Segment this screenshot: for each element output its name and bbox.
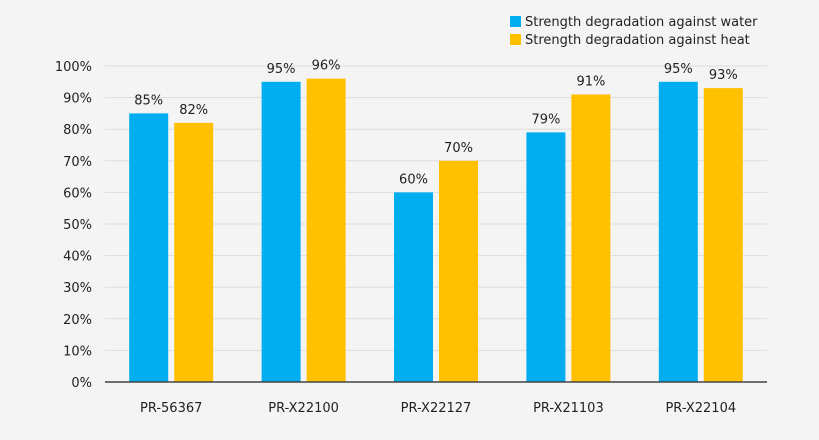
bar xyxy=(571,94,611,382)
y-tick-label: 10% xyxy=(63,344,92,359)
x-tick-label: PR-X21103 xyxy=(533,401,604,416)
y-tick-label: 0% xyxy=(71,376,92,391)
bar xyxy=(703,88,743,383)
value-label: 82% xyxy=(179,103,208,118)
value-label: 70% xyxy=(444,141,473,156)
y-axis: 0% 10% 20% 30% 40% 50% 60% 70% 80% 90% 100% xyxy=(55,60,92,391)
y-tick-label: 60% xyxy=(63,186,92,201)
bar xyxy=(261,81,301,383)
value-label: 95% xyxy=(664,62,693,77)
legend: Strength degradation against water Streng… xyxy=(510,15,758,48)
bar xyxy=(129,113,169,383)
y-tick-label: 90% xyxy=(63,92,92,107)
value-label: 96% xyxy=(312,59,341,74)
value-label: 85% xyxy=(134,93,163,108)
value-label: 60% xyxy=(399,172,428,187)
x-tick-label: PR-X22127 xyxy=(401,401,472,416)
bar xyxy=(439,160,478,382)
legend-label: Strength degradation against heat xyxy=(525,33,750,48)
y-tick-label: 80% xyxy=(63,123,92,138)
bar xyxy=(174,122,214,382)
bar xyxy=(658,81,698,383)
bars xyxy=(129,78,743,383)
bar xyxy=(306,78,346,382)
y-tick-label: 50% xyxy=(63,218,92,233)
x-tick-label: PR-X22104 xyxy=(665,401,736,416)
x-tick-label: PR-X22100 xyxy=(268,401,339,416)
legend-label: Strength degradation against water xyxy=(525,15,758,30)
value-label: 93% xyxy=(709,68,738,83)
value-label: 95% xyxy=(267,62,296,77)
value-label: 91% xyxy=(576,74,605,89)
gridlines xyxy=(105,65,767,351)
x-tick-label: PR-56367 xyxy=(140,401,202,416)
y-tick-label: 20% xyxy=(63,313,92,328)
data-labels: 85% 82% 95% 96% 60% 70% 79% 91% 95% 93% xyxy=(134,59,738,188)
y-tick-label: 30% xyxy=(63,281,92,296)
legend-swatch xyxy=(510,16,521,27)
value-label: 79% xyxy=(531,112,560,127)
y-tick-label: 40% xyxy=(63,250,92,265)
y-tick-label: 70% xyxy=(63,155,92,170)
bar xyxy=(394,192,433,382)
legend-swatch xyxy=(510,34,521,45)
bar xyxy=(526,132,566,382)
x-axis: PR-56367 PR-X22100 PR-X22127 PR-X21103 PR-X2… xyxy=(105,381,767,416)
y-tick-label: 100% xyxy=(55,60,92,75)
